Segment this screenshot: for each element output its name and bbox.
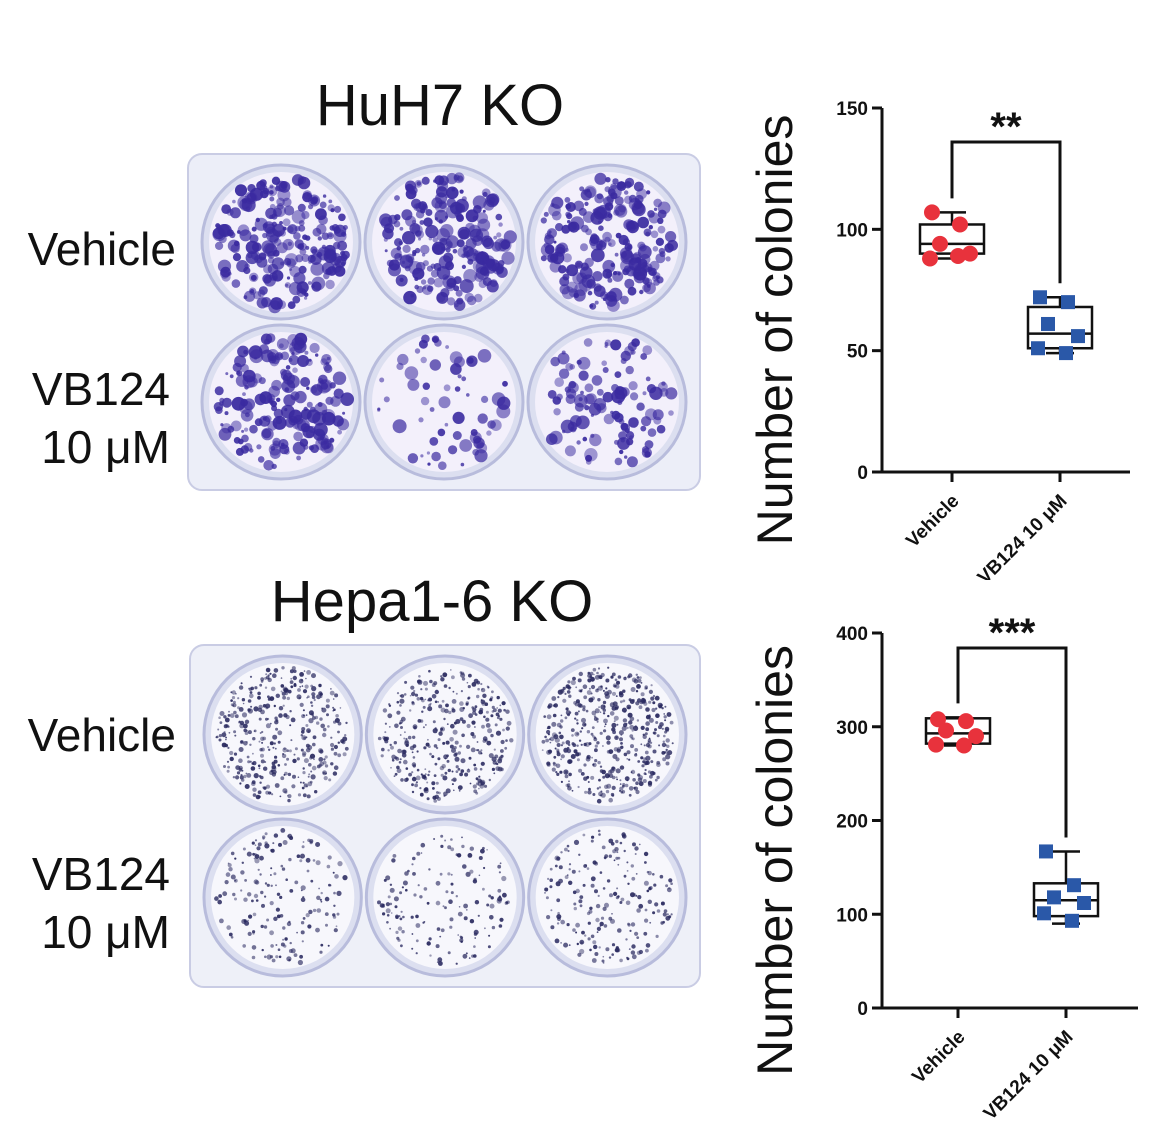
data-point: [932, 235, 948, 252]
x-category-label: VB124 10 μM: [980, 1027, 1078, 1125]
data-point: [1047, 890, 1061, 905]
data-point: [1061, 295, 1075, 310]
data-point: [956, 737, 972, 754]
y-axis-label: Number of colonies: [747, 645, 803, 1076]
panel-title-huh7: HuH7 KO: [315, 73, 565, 138]
row-label-line: VB124: [31, 848, 170, 900]
plate-well: [211, 826, 355, 969]
y-axis-label: Number of colonies: [747, 115, 803, 546]
colony-group: [213, 332, 354, 471]
data-point: [1041, 316, 1055, 331]
data-point: [958, 713, 974, 730]
y-tick-label: 100: [836, 905, 868, 926]
significance-bracket: [956, 646, 1068, 838]
y-tick-label: 150: [836, 99, 868, 120]
data-point: [938, 722, 954, 739]
row-label-line: Vehicle: [27, 709, 176, 761]
data-point: [1065, 913, 1079, 928]
data-point: [1033, 290, 1047, 305]
colony-group: [540, 172, 678, 312]
data-point: [1071, 329, 1085, 344]
colony-group: [377, 334, 511, 471]
data-point: [962, 245, 978, 262]
culture-plate-huh7: [187, 153, 701, 491]
y-tick-label: 0: [857, 463, 868, 484]
y-tick-label: 50: [847, 342, 868, 363]
data-point: [1037, 906, 1051, 921]
data-point: [1077, 896, 1091, 910]
data-point: [1039, 844, 1053, 859]
data-point: [1031, 341, 1045, 356]
colony-group: [214, 828, 348, 966]
data-point: [950, 248, 966, 265]
data-point: [930, 711, 946, 728]
data-point: [952, 216, 968, 233]
row-label-line: 10 μM: [41, 421, 170, 473]
y-tick-label: 400: [836, 624, 868, 645]
colony-group: [541, 666, 674, 804]
significance-bracket: [950, 140, 1062, 284]
colony-group: [377, 669, 514, 803]
x-category-label: Vehicle: [902, 491, 963, 552]
row-label-vehicle-huh7: Vehicle: [0, 220, 176, 278]
row-label-line: VB124: [31, 363, 170, 415]
colony-group: [544, 829, 673, 964]
row-label-line: 10 μM: [41, 906, 170, 958]
colony-group: [379, 172, 517, 311]
row-label-line: Vehicle: [27, 223, 176, 275]
data-point: [928, 736, 944, 753]
data-point: [968, 728, 984, 745]
row-label-vb124-huh7: VB124 10 μM: [0, 360, 170, 476]
colony-group: [377, 834, 510, 966]
plate-well: [373, 826, 517, 969]
colony-group: [546, 338, 678, 468]
data-point: [1059, 346, 1073, 361]
colony-count-chart-hepa: Number of colonies 0 100 200 300 400 Vehicle VB…: [747, 611, 1138, 1125]
data-point: [1067, 878, 1081, 893]
colony-group: [212, 174, 350, 314]
colony-count-chart-huh7: Number of colonies 0 50 100 150 Vehicle VB124 …: [747, 99, 1130, 580]
row-label-vehicle-hepa: Vehicle: [0, 706, 176, 764]
y-tick-label: 200: [836, 812, 868, 833]
data-point: [924, 204, 940, 221]
plate-well: [535, 826, 679, 969]
culture-plate-hepa: [189, 644, 701, 988]
panel-title-hepa: Hepa1-6 KO: [270, 569, 594, 634]
x-category-label: VB124 10 μM: [974, 491, 1072, 580]
row-label-vb124-hepa: VB124 10 μM: [0, 845, 170, 961]
colony-group: [215, 666, 349, 803]
y-tick-label: 300: [836, 718, 868, 739]
significance-label: **: [990, 105, 1022, 149]
significance-label: ***: [989, 611, 1036, 655]
x-category-label: Vehicle: [908, 1027, 969, 1088]
y-tick-label: 0: [857, 999, 868, 1020]
data-point: [922, 250, 938, 267]
y-tick-label: 100: [836, 220, 868, 241]
